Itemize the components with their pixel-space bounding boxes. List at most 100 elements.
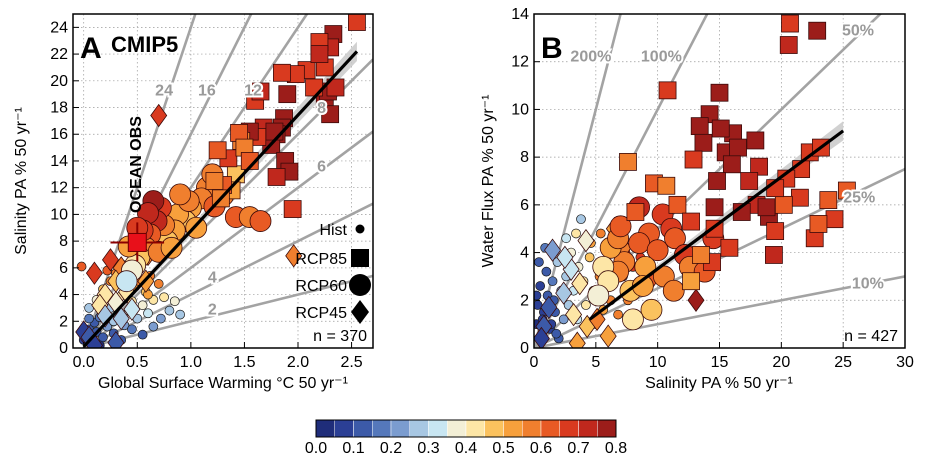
y-tick-label: 8 (59, 233, 68, 250)
circle-marker (169, 183, 192, 206)
fit-line (588, 129, 845, 321)
reference-label: 200% (570, 49, 611, 66)
colorbar-tick-label: 0.7 (567, 440, 589, 457)
diamond-marker (123, 297, 141, 321)
square-marker (694, 133, 713, 152)
square-marker (722, 155, 741, 174)
small-circle-marker (159, 292, 169, 303)
square-marker (265, 122, 284, 141)
colorbar-swatch (465, 419, 485, 438)
diamond-marker (540, 295, 558, 320)
diamond-marker (107, 330, 125, 348)
square-marker (729, 138, 747, 157)
colorbar-swatch (597, 419, 617, 438)
colorbar-swatch (540, 419, 560, 438)
x-tick-label: 1.5 (233, 354, 255, 371)
small-circle-marker (581, 300, 591, 310)
diamond-marker (150, 103, 168, 128)
square-marker (251, 82, 270, 101)
square-marker (750, 157, 768, 176)
legend-label: RCP45 (295, 305, 347, 322)
colorbar-swatch (353, 419, 373, 438)
x-tick-label: 1.0 (180, 354, 202, 371)
legend-a: Hist RCP85 RCP60 RCP45 (295, 222, 371, 324)
small-circle-marker (584, 252, 595, 263)
square-marker (746, 131, 765, 150)
x-tick-label: 0.0 (73, 354, 95, 371)
small-circle-marker (576, 214, 586, 225)
square-marker (790, 188, 809, 207)
panel-title-a: CMIP5 (111, 32, 178, 57)
n-label-b: n = 427 (844, 328, 898, 345)
square-marker (348, 14, 366, 31)
colorbar-swatch (447, 419, 467, 438)
small-circle-marker (558, 314, 569, 325)
square-marker (205, 172, 224, 190)
square-marker (710, 83, 729, 102)
y-tick-label: 2 (59, 313, 68, 330)
y-tick-label: 14 (50, 153, 68, 170)
y-tick-label: 0 (520, 340, 529, 357)
small-circle-marker (76, 261, 87, 272)
diamond-marker (588, 307, 606, 332)
square-marker (626, 203, 645, 221)
panel-b: 200% 100% 50% 25% 10% 0 5 10 15 20 25 30 0 2 4 6 8 10 12 1… (480, 6, 914, 392)
colorbar-tick-label: 0.1 (342, 440, 364, 457)
small-circle-marker (613, 309, 623, 320)
y-tick-label: 6 (59, 260, 68, 277)
reference-label: 8 (317, 100, 326, 117)
reference-label: 10% (852, 275, 884, 292)
x-tick-label: 10 (649, 354, 667, 371)
diamond-marker (85, 261, 103, 285)
reference-labels-a: 24 16 12 8 6 4 2 (153, 80, 328, 320)
y-tick-label: 8 (520, 149, 529, 166)
y-tick-label: 0 (59, 340, 68, 357)
fit-line-a (82, 50, 359, 348)
colorbar-tick-label: 0.3 (417, 440, 439, 457)
diamond-marker (571, 271, 589, 296)
square-marker (779, 36, 798, 54)
obs-label: OCEAN OBS (128, 116, 145, 213)
square-marker (766, 222, 785, 241)
ticks-b: 0 5 10 15 20 25 30 0 2 4 6 8 10 12 14 (511, 6, 914, 371)
legend-circle-icon (349, 274, 371, 296)
x-tick-label: 0.5 (126, 354, 148, 371)
y-tick-label: 24 (50, 19, 68, 36)
x-tick-label: 0 (530, 354, 539, 371)
small-circle-marker (535, 281, 546, 291)
square-marker (740, 172, 759, 190)
colorbar-tick-label: 0.2 (380, 440, 402, 457)
colorbar-swatch (578, 419, 598, 438)
square-marker (808, 21, 827, 40)
y-tick-label: 10 (511, 101, 529, 118)
colorbar-swatch (334, 419, 354, 438)
circle-marker (662, 279, 685, 302)
small-circle-marker (153, 279, 164, 289)
obs-marker (127, 232, 147, 252)
reference-line (83, 202, 373, 348)
reference-line (534, 14, 709, 348)
reference-label: 6 (317, 159, 326, 176)
square-marker (711, 119, 730, 138)
square-marker (819, 191, 838, 209)
square-marker (682, 212, 700, 231)
n-label-a: n = 370 (313, 328, 367, 345)
square-marker (708, 172, 726, 190)
circle-marker (646, 239, 669, 262)
colorbar-swatch (372, 419, 392, 438)
small-circle-marker (98, 332, 108, 343)
diamond-marker (577, 228, 595, 253)
small-circle-marker (156, 313, 166, 324)
square-marker (781, 14, 799, 33)
y-axis-label-a: Salinity PA % 50 yr⁻¹ (13, 107, 30, 255)
y-tick-label: 4 (520, 245, 529, 262)
reference-label: 12 (244, 82, 262, 99)
square-marker (278, 85, 297, 104)
small-circle-marker (534, 257, 544, 267)
reference-label: 25% (843, 189, 875, 206)
x-tick-label: 5 (591, 354, 600, 371)
y-tick-label: 6 (520, 197, 529, 214)
y-tick-label: 14 (511, 6, 529, 23)
